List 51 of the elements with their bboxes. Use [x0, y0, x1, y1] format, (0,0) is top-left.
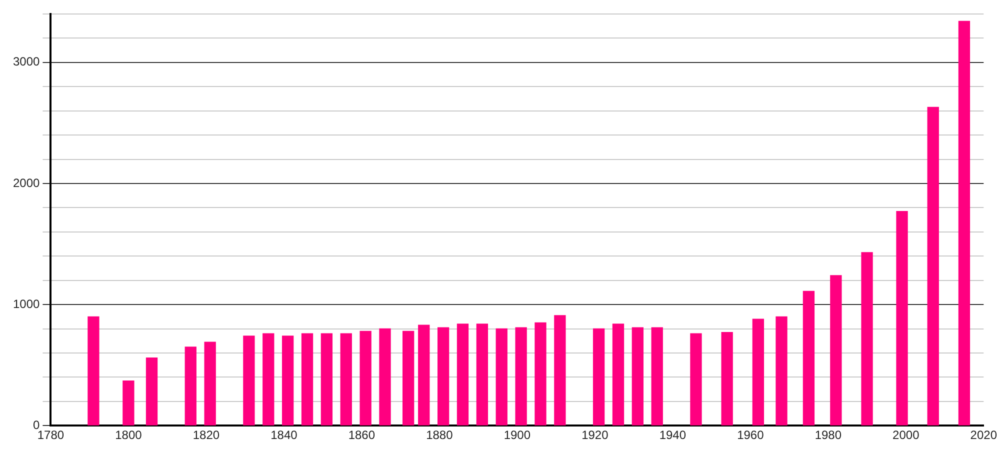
y-tick-label: 1000: [12, 296, 40, 311]
bar: [88, 316, 100, 426]
x-tick-label: 1880: [426, 428, 454, 442]
bar: [632, 327, 644, 426]
bar: [282, 336, 294, 426]
bar: [437, 327, 450, 426]
bar: [146, 357, 158, 426]
bar: [204, 342, 216, 426]
bar: [651, 327, 663, 426]
bar: [262, 333, 274, 426]
bar: [592, 328, 605, 426]
x-tick-label: 1800: [115, 428, 142, 442]
x-tick-label: 2000: [892, 428, 920, 442]
x-tick-label: 1820: [192, 428, 220, 442]
bar: [612, 324, 624, 426]
bar: [496, 328, 508, 426]
x-tick-label: 1860: [348, 428, 376, 442]
x-tick-label: 1980: [814, 428, 842, 442]
bar: [456, 324, 469, 426]
bar: [690, 333, 702, 426]
x-tick-label: 1840: [270, 428, 298, 442]
bar: [776, 316, 788, 426]
bar: [379, 328, 391, 426]
bar: [958, 20, 970, 426]
y-tick-label: 2000: [12, 176, 40, 190]
bar: [896, 210, 908, 426]
bar: [402, 330, 414, 426]
bar: [360, 330, 372, 426]
x-tick-label: 1940: [659, 428, 686, 442]
x-tick-label: 1920: [582, 428, 609, 442]
y-tick-label: 3000: [12, 54, 40, 69]
bar: [476, 324, 488, 426]
bar: [554, 315, 566, 426]
bar: [418, 324, 430, 426]
bar: [184, 346, 196, 426]
bar: [752, 318, 764, 426]
bar: [534, 322, 546, 426]
bar: [802, 290, 815, 426]
bar: [861, 252, 873, 426]
bar: [243, 336, 255, 426]
bar: [721, 332, 733, 426]
bar: [320, 333, 333, 426]
x-tick-label: 1900: [504, 428, 531, 442]
bar: [927, 106, 939, 426]
bar: [830, 275, 842, 426]
bar: [122, 380, 134, 426]
x-tick-label: 1960: [737, 428, 764, 442]
bar: [515, 327, 527, 426]
bar: [340, 333, 352, 426]
x-tick-label: 2020: [970, 428, 998, 442]
bar: [301, 333, 314, 426]
